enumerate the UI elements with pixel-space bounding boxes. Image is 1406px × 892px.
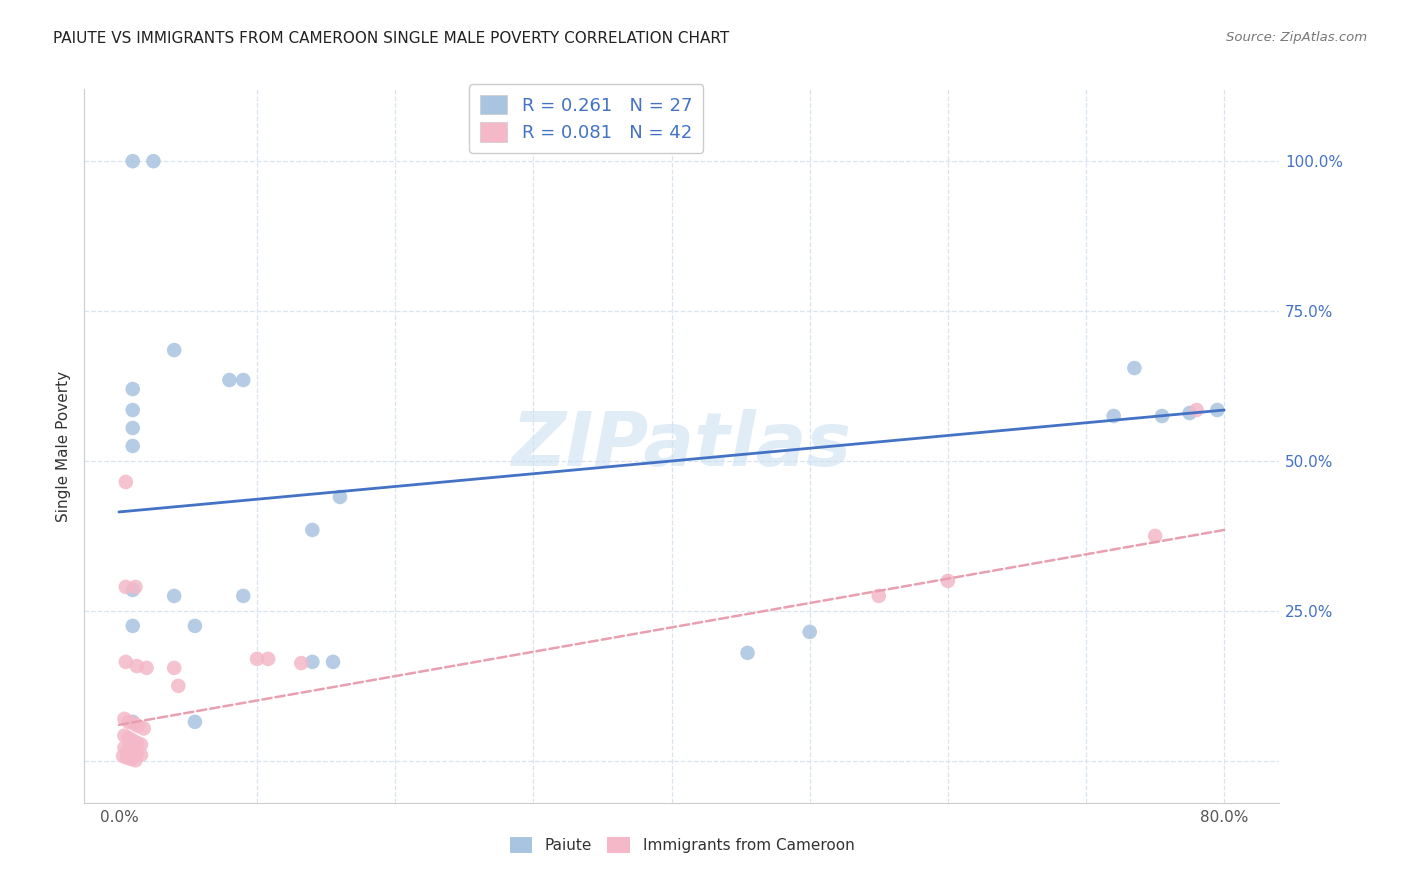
Point [301,523,323,537]
Point [121,154,143,169]
Point [246,652,269,666]
Point [121,619,143,633]
Point [163,661,186,675]
Point [184,619,207,633]
Point [257,652,280,666]
Point [799,624,821,639]
Text: Source: ZipAtlas.com: Source: ZipAtlas.com [1226,31,1367,45]
Point [1185,403,1208,417]
Point [1123,361,1146,376]
Point [1102,409,1125,423]
Point [112,749,135,764]
Point [1150,409,1173,423]
Point [163,343,186,357]
Point [121,382,143,396]
Point [737,646,759,660]
Point [163,589,186,603]
Point [117,731,139,745]
Point [121,439,143,453]
Point [114,580,136,594]
Point [122,716,145,731]
Point [125,659,148,673]
Point [115,751,138,765]
Point [868,589,890,603]
Text: PAIUTE VS IMMIGRANTS FROM CAMEROON SINGLE MALE POVERTY CORRELATION CHART: PAIUTE VS IMMIGRANTS FROM CAMEROON SINGL… [53,31,730,46]
Point [142,154,165,169]
Point [112,729,135,743]
Point [121,714,143,729]
Point [125,746,148,760]
Point [290,656,312,670]
Point [117,742,139,756]
Point [124,753,146,767]
Point [127,719,149,733]
Point [301,655,323,669]
Point [1206,403,1229,417]
Y-axis label: Single Male Poverty: Single Male Poverty [56,370,72,522]
Point [322,655,344,669]
Point [936,574,959,588]
Point [167,679,190,693]
Point [135,661,157,675]
Point [184,714,207,729]
Point [121,403,143,417]
Point [129,738,152,752]
Point [121,733,143,747]
Point [117,714,139,729]
Legend: Paiute, Immigrants from Cameroon: Paiute, Immigrants from Cameroon [503,831,860,859]
Point [1144,529,1167,543]
Point [114,475,136,489]
Point [1178,406,1201,420]
Point [121,421,143,435]
Point [112,712,135,726]
Text: ZIPatlas: ZIPatlas [512,409,852,483]
Point [232,589,254,603]
Point [232,373,254,387]
Point [114,655,136,669]
Point [125,736,148,750]
Point [129,747,152,762]
Point [112,740,135,755]
Point [124,580,146,594]
Point [120,752,142,766]
Point [132,722,155,736]
Point [329,490,352,504]
Point [121,744,143,758]
Point [121,582,143,597]
Point [218,373,240,387]
